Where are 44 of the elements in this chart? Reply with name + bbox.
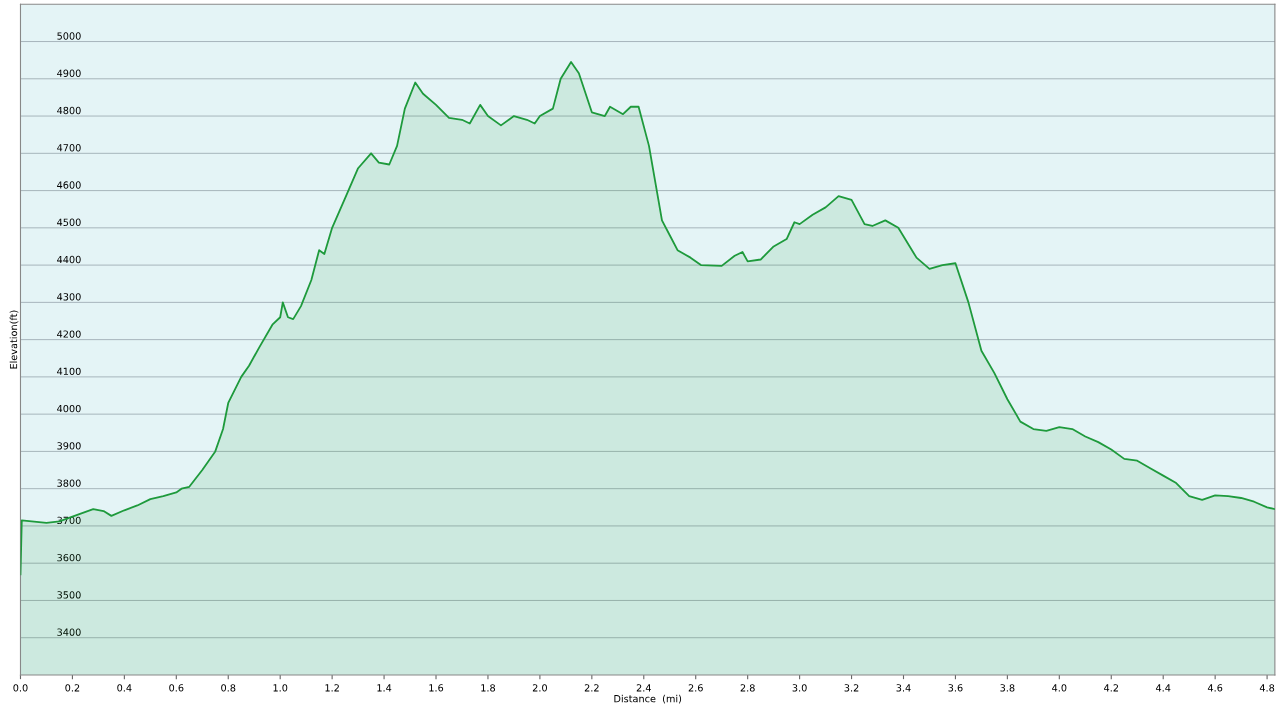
x-tick-label: 1.8 [481, 684, 496, 692]
x-tick-label: 0.4 [117, 684, 132, 692]
x-tick-label: 2.8 [740, 684, 755, 692]
x-tick-label: 0.2 [65, 684, 80, 692]
x-tick-label: 1.2 [325, 684, 339, 692]
y-tick-label: 4500 [57, 218, 81, 226]
y-tick-label: 3800 [57, 479, 81, 487]
x-tick-label: 2.0 [532, 684, 547, 692]
x-tick-label: 2.4 [636, 684, 651, 692]
x-tick-label: 4.8 [1259, 684, 1275, 692]
x-tick-label: 3.0 [792, 684, 807, 692]
x-tick-label: 4.0 [1052, 684, 1067, 692]
x-axis-title: Distance (mi) [614, 694, 682, 704]
y-tick-label: 4100 [57, 367, 81, 375]
y-tick-label: 4900 [57, 69, 81, 77]
y-tick-label: 4200 [57, 330, 81, 338]
x-tick-label: 1.0 [273, 684, 288, 692]
y-tick-label: 4800 [57, 106, 81, 115]
x-tick-label: 3.2 [844, 684, 859, 692]
y-tick-label: 4000 [57, 404, 81, 413]
x-tick-label: 3.6 [948, 684, 963, 692]
x-tick-label: 2.2 [584, 684, 599, 692]
y-tick-label: 4300 [57, 293, 81, 301]
y-tick-label: 3900 [57, 442, 81, 450]
x-tick-label: 3.4 [896, 684, 911, 692]
x-tick-label: 4.6 [1207, 684, 1223, 692]
y-axis-title: Elevation(ft) [9, 310, 19, 369]
x-tick-label: 0.8 [221, 684, 236, 692]
x-tick-label: 3.8 [1000, 684, 1015, 692]
y-tick-label: 4400 [57, 255, 81, 264]
x-tick-label: 1.6 [429, 684, 444, 692]
y-tick-label: 5000 [57, 32, 81, 40]
y-tick-label: 3500 [57, 591, 81, 599]
x-tick-label: 2.6 [688, 684, 703, 692]
y-tick-label: 3400 [57, 628, 81, 636]
x-tick-label: 0.0 [13, 684, 28, 692]
y-tick-label: 4700 [57, 144, 81, 152]
x-tick-label: 1.4 [377, 684, 392, 692]
x-tick-label: 4.2 [1104, 684, 1119, 692]
y-tick-label: 3600 [57, 553, 81, 562]
y-tick-label: 4600 [57, 181, 81, 189]
x-tick-label: 4.4 [1155, 684, 1171, 692]
y-tick-label: 3700 [57, 516, 81, 525]
x-tick-label: 0.6 [169, 684, 184, 692]
